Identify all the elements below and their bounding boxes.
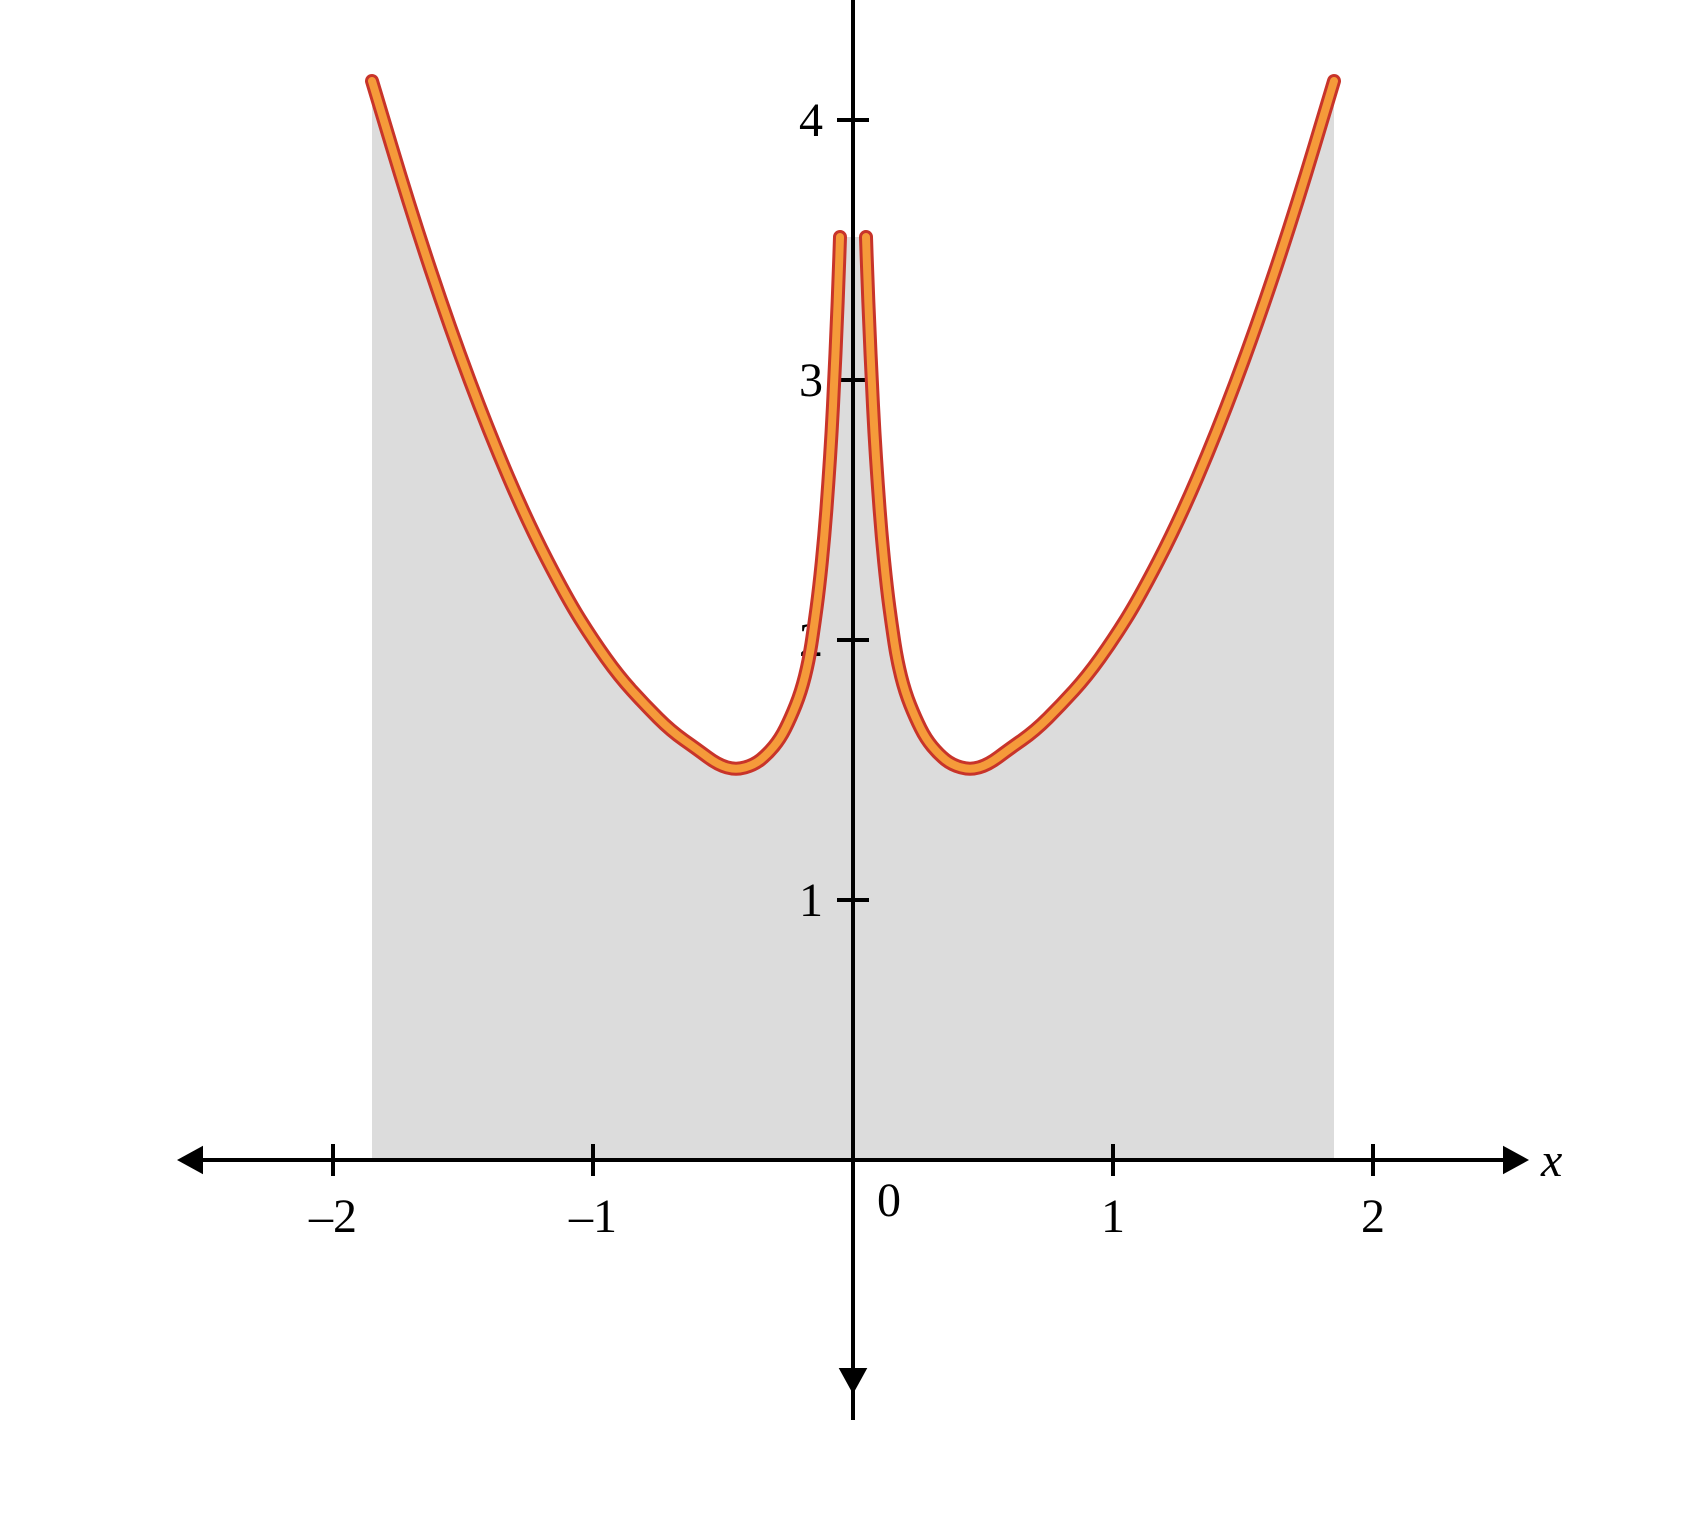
axis-arrow: [177, 1146, 203, 1175]
chart-container: –2–11212340yx: [0, 0, 1707, 1524]
y-tick-label: 4: [799, 94, 823, 147]
y-tick-label: 3: [799, 354, 823, 407]
chart-svg: –2–11212340yx: [0, 0, 1707, 1524]
x-axis-label: x: [1540, 1134, 1562, 1187]
axis-arrow: [1503, 1146, 1529, 1175]
x-tick-label: 2: [1361, 1190, 1385, 1243]
x-tick-label: –1: [568, 1190, 617, 1243]
x-tick-label: –2: [308, 1190, 357, 1243]
axis-arrow: [839, 1368, 868, 1394]
origin-label: 0: [877, 1174, 901, 1227]
x-tick-label: 1: [1101, 1190, 1125, 1243]
y-tick-label: 1: [799, 874, 823, 927]
